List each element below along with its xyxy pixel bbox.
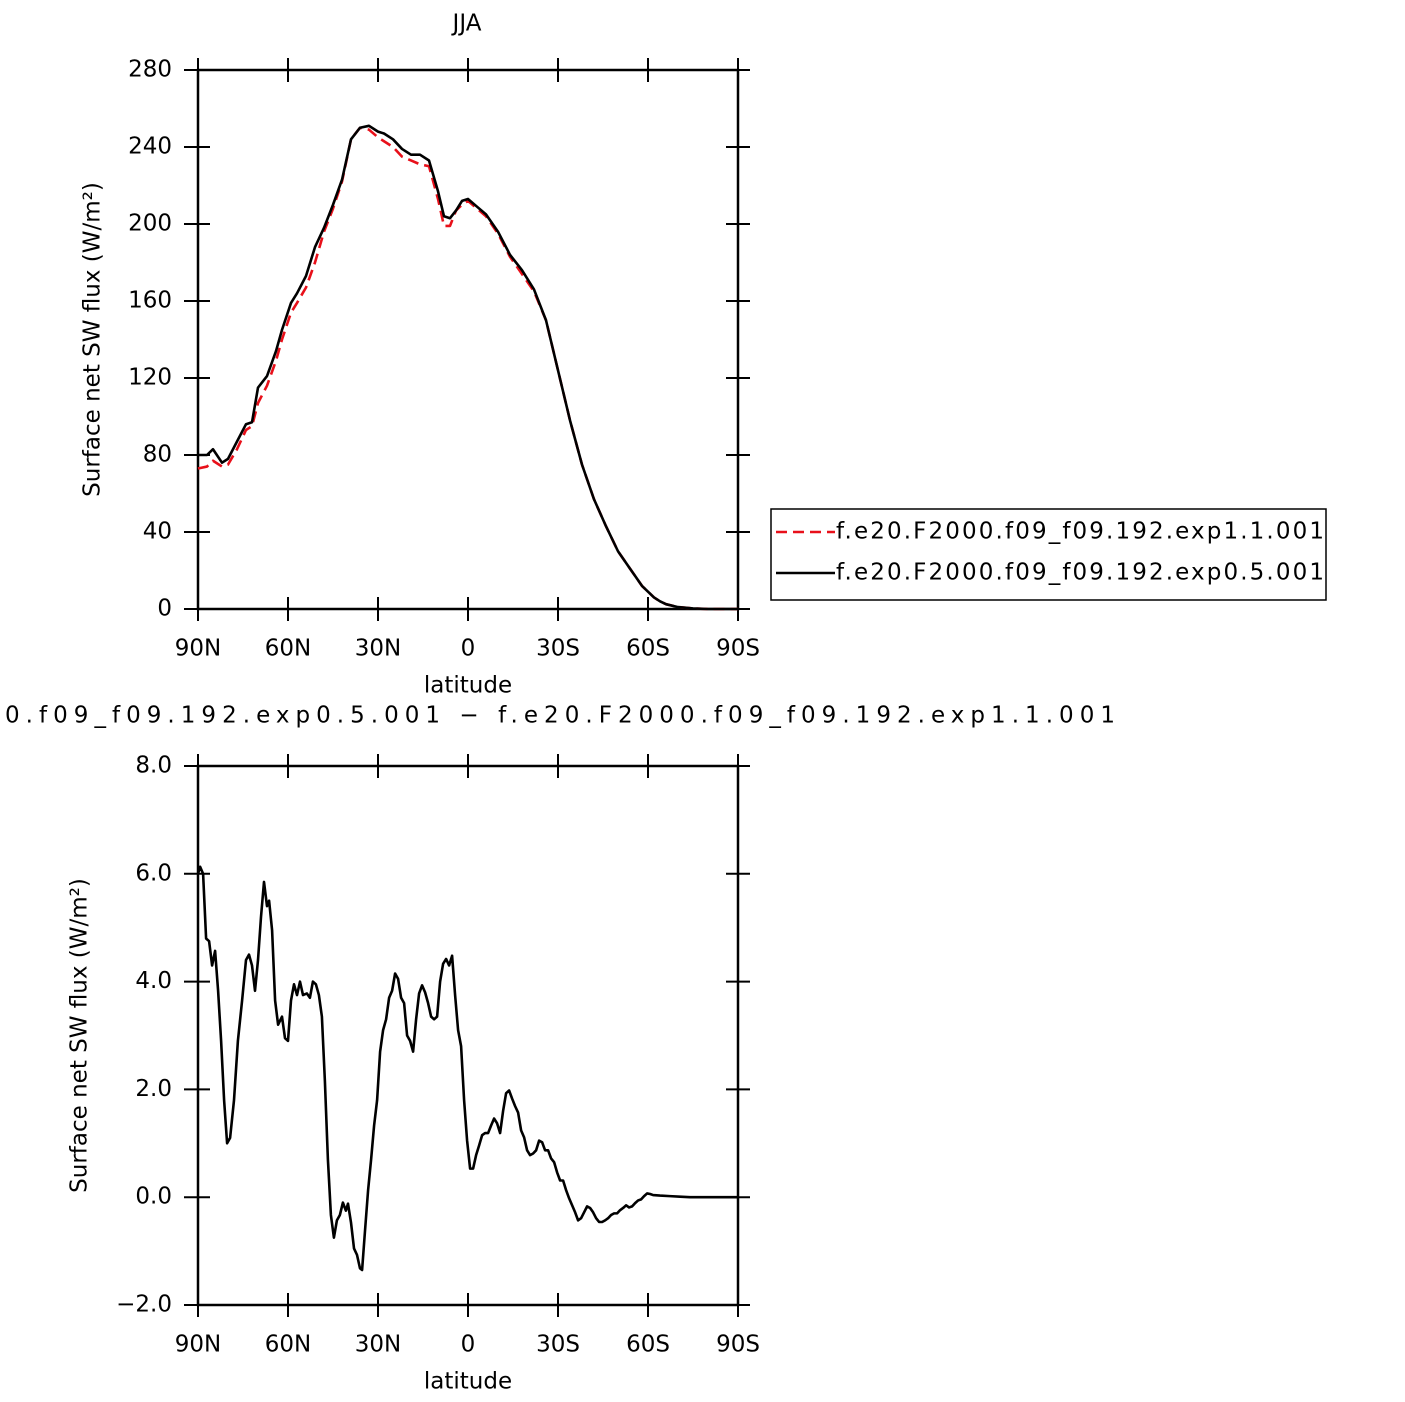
x-tick-label: 60N <box>265 1332 311 1358</box>
y-tick-label: 6.0 <box>135 860 172 886</box>
data-line <box>198 124 738 611</box>
y-tick-label: 280 <box>128 57 172 83</box>
plot-frame <box>196 68 740 611</box>
y-tick-label: 2.0 <box>135 1076 172 1102</box>
legend-label: f.e20.F2000.f09_f09.192.exp1.1.001 <box>836 519 1324 545</box>
chart-title: 0.f09_f09.192.exp0.5.001 − f.e20.F2000.f… <box>5 703 1115 729</box>
plot-frame <box>196 764 740 1307</box>
chart-title: JJA <box>451 11 482 37</box>
x-tick-label: 30S <box>536 636 580 662</box>
legend-label: f.e20.F2000.f09_f09.192.exp0.5.001 <box>836 560 1324 586</box>
y-tick-label: 240 <box>128 134 172 160</box>
y-tick-label: 120 <box>128 365 172 391</box>
y-tick-label: 0 <box>157 596 172 622</box>
y-tick-label: 4.0 <box>135 968 172 994</box>
x-tick-label: 90S <box>716 1332 760 1358</box>
x-tick-label: 60N <box>265 636 311 662</box>
y-tick-label: 40 <box>143 519 172 545</box>
x-tick-label: 90N <box>175 636 221 662</box>
legend-box <box>770 508 1327 601</box>
y-tick-label: 8.0 <box>135 753 172 779</box>
y-tick-label: 200 <box>128 211 172 237</box>
y-tick-label: 160 <box>128 288 172 314</box>
x-axis-label: latitude <box>424 1369 512 1395</box>
x-axis-label: latitude <box>424 673 512 699</box>
y-tick-label: 0.0 <box>135 1184 172 1210</box>
x-tick-label: 90N <box>175 1332 221 1358</box>
x-tick-label: 0 <box>461 1332 476 1358</box>
x-tick-label: 30N <box>355 636 401 662</box>
y-axis-label: Surface net SW flux (W/m²) <box>67 878 93 1193</box>
y-tick-label: −2.0 <box>116 1292 172 1318</box>
x-tick-label: 30S <box>536 1332 580 1358</box>
x-tick-label: 30N <box>355 1332 401 1358</box>
x-tick-label: 60S <box>626 636 670 662</box>
data-line <box>196 865 738 1272</box>
y-axis-label: Surface net SW flux (W/m²) <box>80 182 106 497</box>
x-tick-label: 60S <box>626 1332 670 1358</box>
y-tick-label: 80 <box>143 442 172 468</box>
x-tick-label: 0 <box>461 636 476 662</box>
x-tick-label: 90S <box>716 636 760 662</box>
